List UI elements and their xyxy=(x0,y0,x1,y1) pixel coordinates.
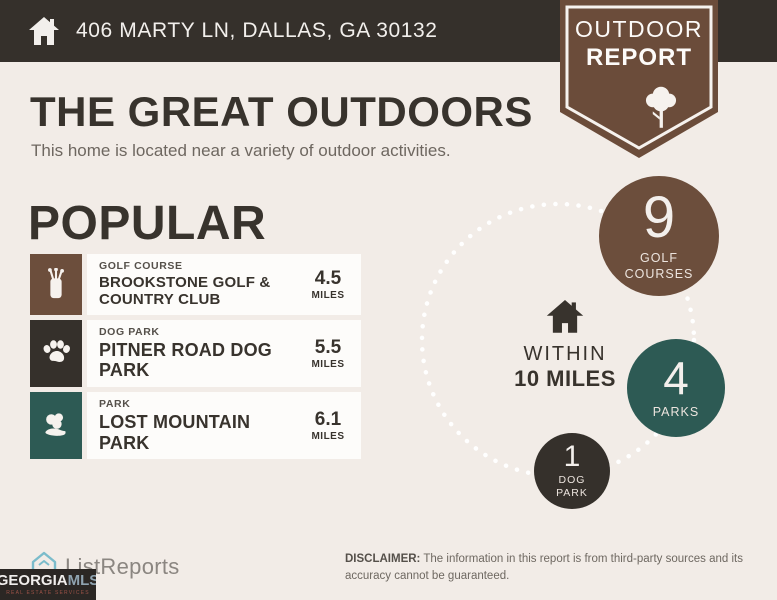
georgia-mls-logo: GEORGIAMLS REAL ESTATE SERVICES xyxy=(0,569,96,600)
poi-name: BROOKSTONE GOLF & COUNTRY CLUB xyxy=(99,274,271,309)
poi-category: DOG PARK xyxy=(99,325,160,338)
page-subtitle: This home is located near a variety of o… xyxy=(31,141,451,160)
home-center-icon xyxy=(545,300,585,338)
outdoor-report-badge: OUTDOOR REPORT xyxy=(560,0,718,162)
poi-distance: 4.5 MILES xyxy=(311,267,345,301)
poi-card: DOG PARK PITNER ROAD DOG PARK 5.5 MILES xyxy=(87,319,361,387)
poi-card: PARK LOST MOUNTAIN PARK 6.1 MILES xyxy=(87,391,361,460)
poi-distance: 5.5 MILES xyxy=(311,336,345,370)
disclaimer-text: The information in this report is from t… xyxy=(345,553,743,582)
popular-list: GOLF COURSE BROOKSTONE GOLF & COUNTRY CL… xyxy=(30,254,361,464)
list-item-golf-course: GOLF COURSE BROOKSTONE GOLF & COUNTRY CL… xyxy=(30,254,361,315)
dog-park-bubble: 1 DOG PARK xyxy=(534,433,610,509)
poi-name: LOST MOUNTAIN PARK xyxy=(99,411,251,453)
golf-courses-bubble: 9 GOLF COURSES xyxy=(599,176,719,296)
property-address: 406 MARTY LN, DALLAS, GA 30132 xyxy=(76,19,438,42)
badge-title: OUTDOOR REPORT xyxy=(574,16,704,71)
popular-heading: POPULAR xyxy=(28,197,267,250)
poi-category: GOLF COURSE xyxy=(99,260,183,272)
disclaimer-label: DISCLAIMER: xyxy=(345,553,421,565)
within-radius-label: WITHIN 10 MILES xyxy=(495,300,635,392)
list-item-park: PARK LOST MOUNTAIN PARK 6.1 MILES xyxy=(30,391,361,460)
disclaimer: DISCLAIMER: The information in this repo… xyxy=(345,551,770,584)
badge-ribbon-shape xyxy=(560,0,718,158)
home-icon xyxy=(28,16,60,46)
page-title: THE GREAT OUTDOORS xyxy=(30,88,533,135)
poi-card: GOLF COURSE BROOKSTONE GOLF & COUNTRY CL… xyxy=(87,254,361,315)
poi-distance: 6.1 MILES xyxy=(311,409,345,443)
list-item-dog-park: DOG PARK PITNER ROAD DOG PARK 5.5 MILES xyxy=(30,319,361,387)
poi-name: PITNER ROAD DOG PARK xyxy=(99,339,273,381)
park-trees-icon xyxy=(30,391,82,460)
golf-bag-icon xyxy=(30,254,82,315)
parks-bubble: 4 PARKS xyxy=(627,339,725,437)
poi-category: PARK xyxy=(99,397,131,410)
paw-icon xyxy=(30,319,82,387)
